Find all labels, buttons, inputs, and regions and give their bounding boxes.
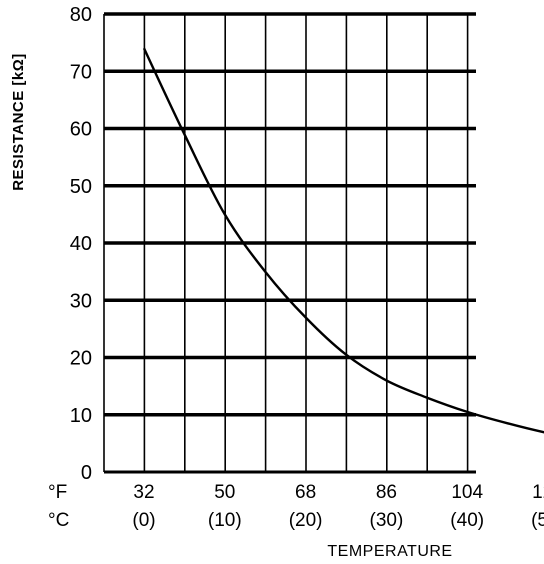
y-tick-label: 0 <box>81 462 92 484</box>
x-unit-celsius: °C <box>48 510 69 531</box>
x-tick-label-f: 68 <box>295 482 316 503</box>
x-unit-fahrenheit: °F <box>48 482 67 503</box>
x-tick-label-f: 50 <box>214 482 235 503</box>
x-tick-label-c: (50) <box>531 510 544 531</box>
resistance-curve-0 <box>142 47 544 434</box>
y-tick-label: 20 <box>70 348 92 370</box>
grid <box>103 12 476 474</box>
y-tick-label: 40 <box>70 233 92 255</box>
y-tick-label: 50 <box>70 176 92 198</box>
x-tick-label-f: 122 <box>532 482 544 503</box>
y-tick-label: 60 <box>70 119 92 141</box>
tick-labels: 0102030405060708032506886104122140158176… <box>70 4 544 531</box>
y-tick-label: 80 <box>70 4 92 26</box>
y-axis-label: RESISTANCE [kΩ] <box>10 53 27 191</box>
x-tick-label-f: 104 <box>451 482 483 503</box>
y-tick-label: 10 <box>70 405 92 427</box>
x-tick-label-c: (30) <box>370 510 404 531</box>
y-tick-label: 70 <box>70 61 92 83</box>
y-tick-label: 30 <box>70 290 92 312</box>
x-tick-label-f: 32 <box>133 482 154 503</box>
x-tick-label-c: (10) <box>208 510 242 531</box>
x-tick-label-c: (0) <box>132 510 155 531</box>
x-axis-label: TEMPERATURE <box>327 543 452 560</box>
x-tick-label-c: (40) <box>450 510 484 531</box>
x-tick-label-f: 86 <box>376 482 397 503</box>
curve-layer <box>142 47 544 434</box>
x-tick-label-c: (20) <box>289 510 323 531</box>
